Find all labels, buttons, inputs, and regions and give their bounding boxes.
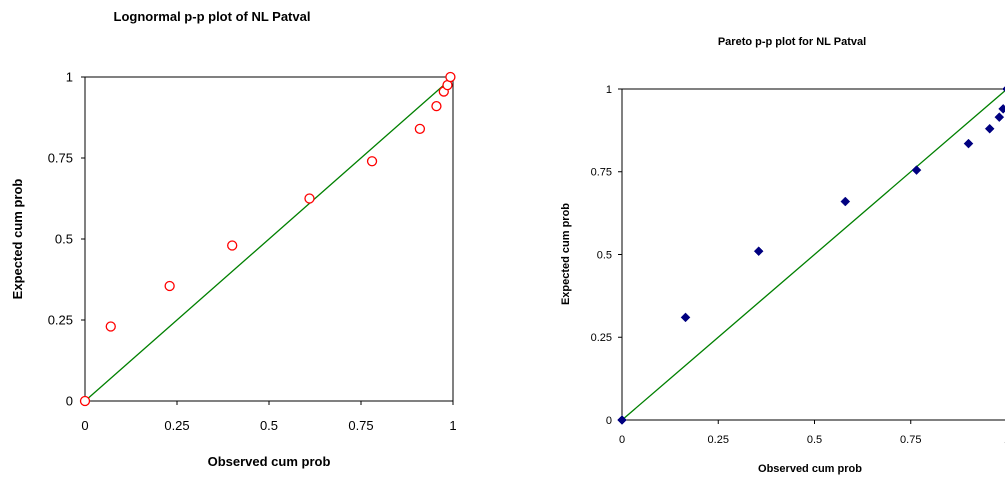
lognormal-y-tick-label: 1 bbox=[66, 70, 73, 85]
pareto-x-tick-label: 1 bbox=[1004, 434, 1005, 446]
pareto-data-point bbox=[1002, 86, 1005, 92]
pareto-data-point bbox=[680, 312, 691, 323]
lognormal-y-tick-labels: 0 0.25 0.5 0.75 1 bbox=[48, 70, 85, 409]
pareto-y-tick-label: 0.75 bbox=[591, 167, 612, 179]
lognormal-y-tick-label: 0 bbox=[66, 394, 73, 409]
pareto-data-point bbox=[994, 112, 1005, 122]
pareto-x-tick-labels: 0 0.25 0.5 0.75 1 bbox=[619, 420, 1005, 446]
pareto-x-tick-label: 0 bbox=[619, 434, 625, 446]
lognormal-data-point bbox=[431, 101, 442, 112]
pareto-y-tick-label: 0.25 bbox=[591, 332, 612, 344]
lognormal-data-point bbox=[164, 280, 175, 292]
lognormal-data-point bbox=[79, 395, 91, 407]
lognormal-y-tick-label: 0.5 bbox=[55, 232, 73, 247]
lognormal-points bbox=[79, 71, 456, 407]
lognormal-reference-line bbox=[84, 76, 454, 402]
pareto-data-point bbox=[963, 138, 974, 149]
pareto-y-tick-label: 1 bbox=[606, 84, 612, 96]
pareto-y-tick-label: 0.5 bbox=[597, 249, 612, 261]
lognormal-data-point bbox=[414, 123, 426, 134]
lognormal-x-tick-labels: 0 0.25 0.5 0.75 1 bbox=[81, 401, 457, 433]
pareto-data-point bbox=[753, 246, 764, 257]
lognormal-data-point bbox=[304, 193, 315, 204]
lognormal-y-tick-label: 0.25 bbox=[48, 313, 73, 328]
pareto-data-point bbox=[984, 123, 995, 134]
pareto-chart: Pareto p-p plot for NL Patval 0 0.25 0.5 0.… bbox=[560, 36, 1005, 475]
lognormal-chart-title: Lognormal p-p plot of NL Patval bbox=[114, 9, 311, 24]
pareto-x-tick-label: 0.25 bbox=[708, 434, 729, 446]
lognormal-x-tick-label: 0.25 bbox=[164, 418, 189, 433]
lognormal-data-point bbox=[227, 240, 238, 251]
lognormal-chart: Lognormal p-p plot of NL Patval 0 0.25 0.5… bbox=[10, 9, 457, 469]
pareto-points bbox=[617, 86, 1005, 425]
lognormal-y-axis-label: Expected cum prob bbox=[10, 179, 25, 300]
pareto-reference-line bbox=[621, 89, 1005, 421]
lognormal-y-tick-label: 0.75 bbox=[48, 151, 73, 166]
lognormal-x-tick-label: 0 bbox=[81, 418, 88, 433]
lognormal-x-tick-label: 0.5 bbox=[260, 418, 278, 433]
pareto-data-point bbox=[998, 104, 1005, 114]
pareto-x-axis-label: Observed cum prob bbox=[758, 463, 862, 475]
lognormal-data-point bbox=[366, 156, 378, 167]
pareto-x-tick-label: 0.75 bbox=[900, 434, 921, 446]
lognormal-x-tick-label: 1 bbox=[449, 418, 456, 433]
pareto-y-tick-labels: 0 0.25 0.5 0.75 1 bbox=[591, 84, 622, 427]
pareto-y-axis-label: Expected cum prob bbox=[560, 203, 572, 305]
lognormal-data-point bbox=[105, 321, 116, 332]
pareto-data-point bbox=[911, 165, 922, 175]
lognormal-x-tick-label: 0.75 bbox=[348, 418, 373, 433]
pareto-data-point bbox=[840, 196, 851, 207]
lognormal-x-axis-label: Observed cum prob bbox=[208, 454, 331, 469]
lognormal-data-point bbox=[445, 71, 456, 83]
pareto-data-point bbox=[617, 415, 627, 425]
pareto-y-tick-label: 0 bbox=[606, 415, 612, 427]
pareto-chart-title: Pareto p-p plot for NL Patval bbox=[718, 36, 866, 48]
pareto-x-tick-label: 0.5 bbox=[807, 434, 822, 446]
